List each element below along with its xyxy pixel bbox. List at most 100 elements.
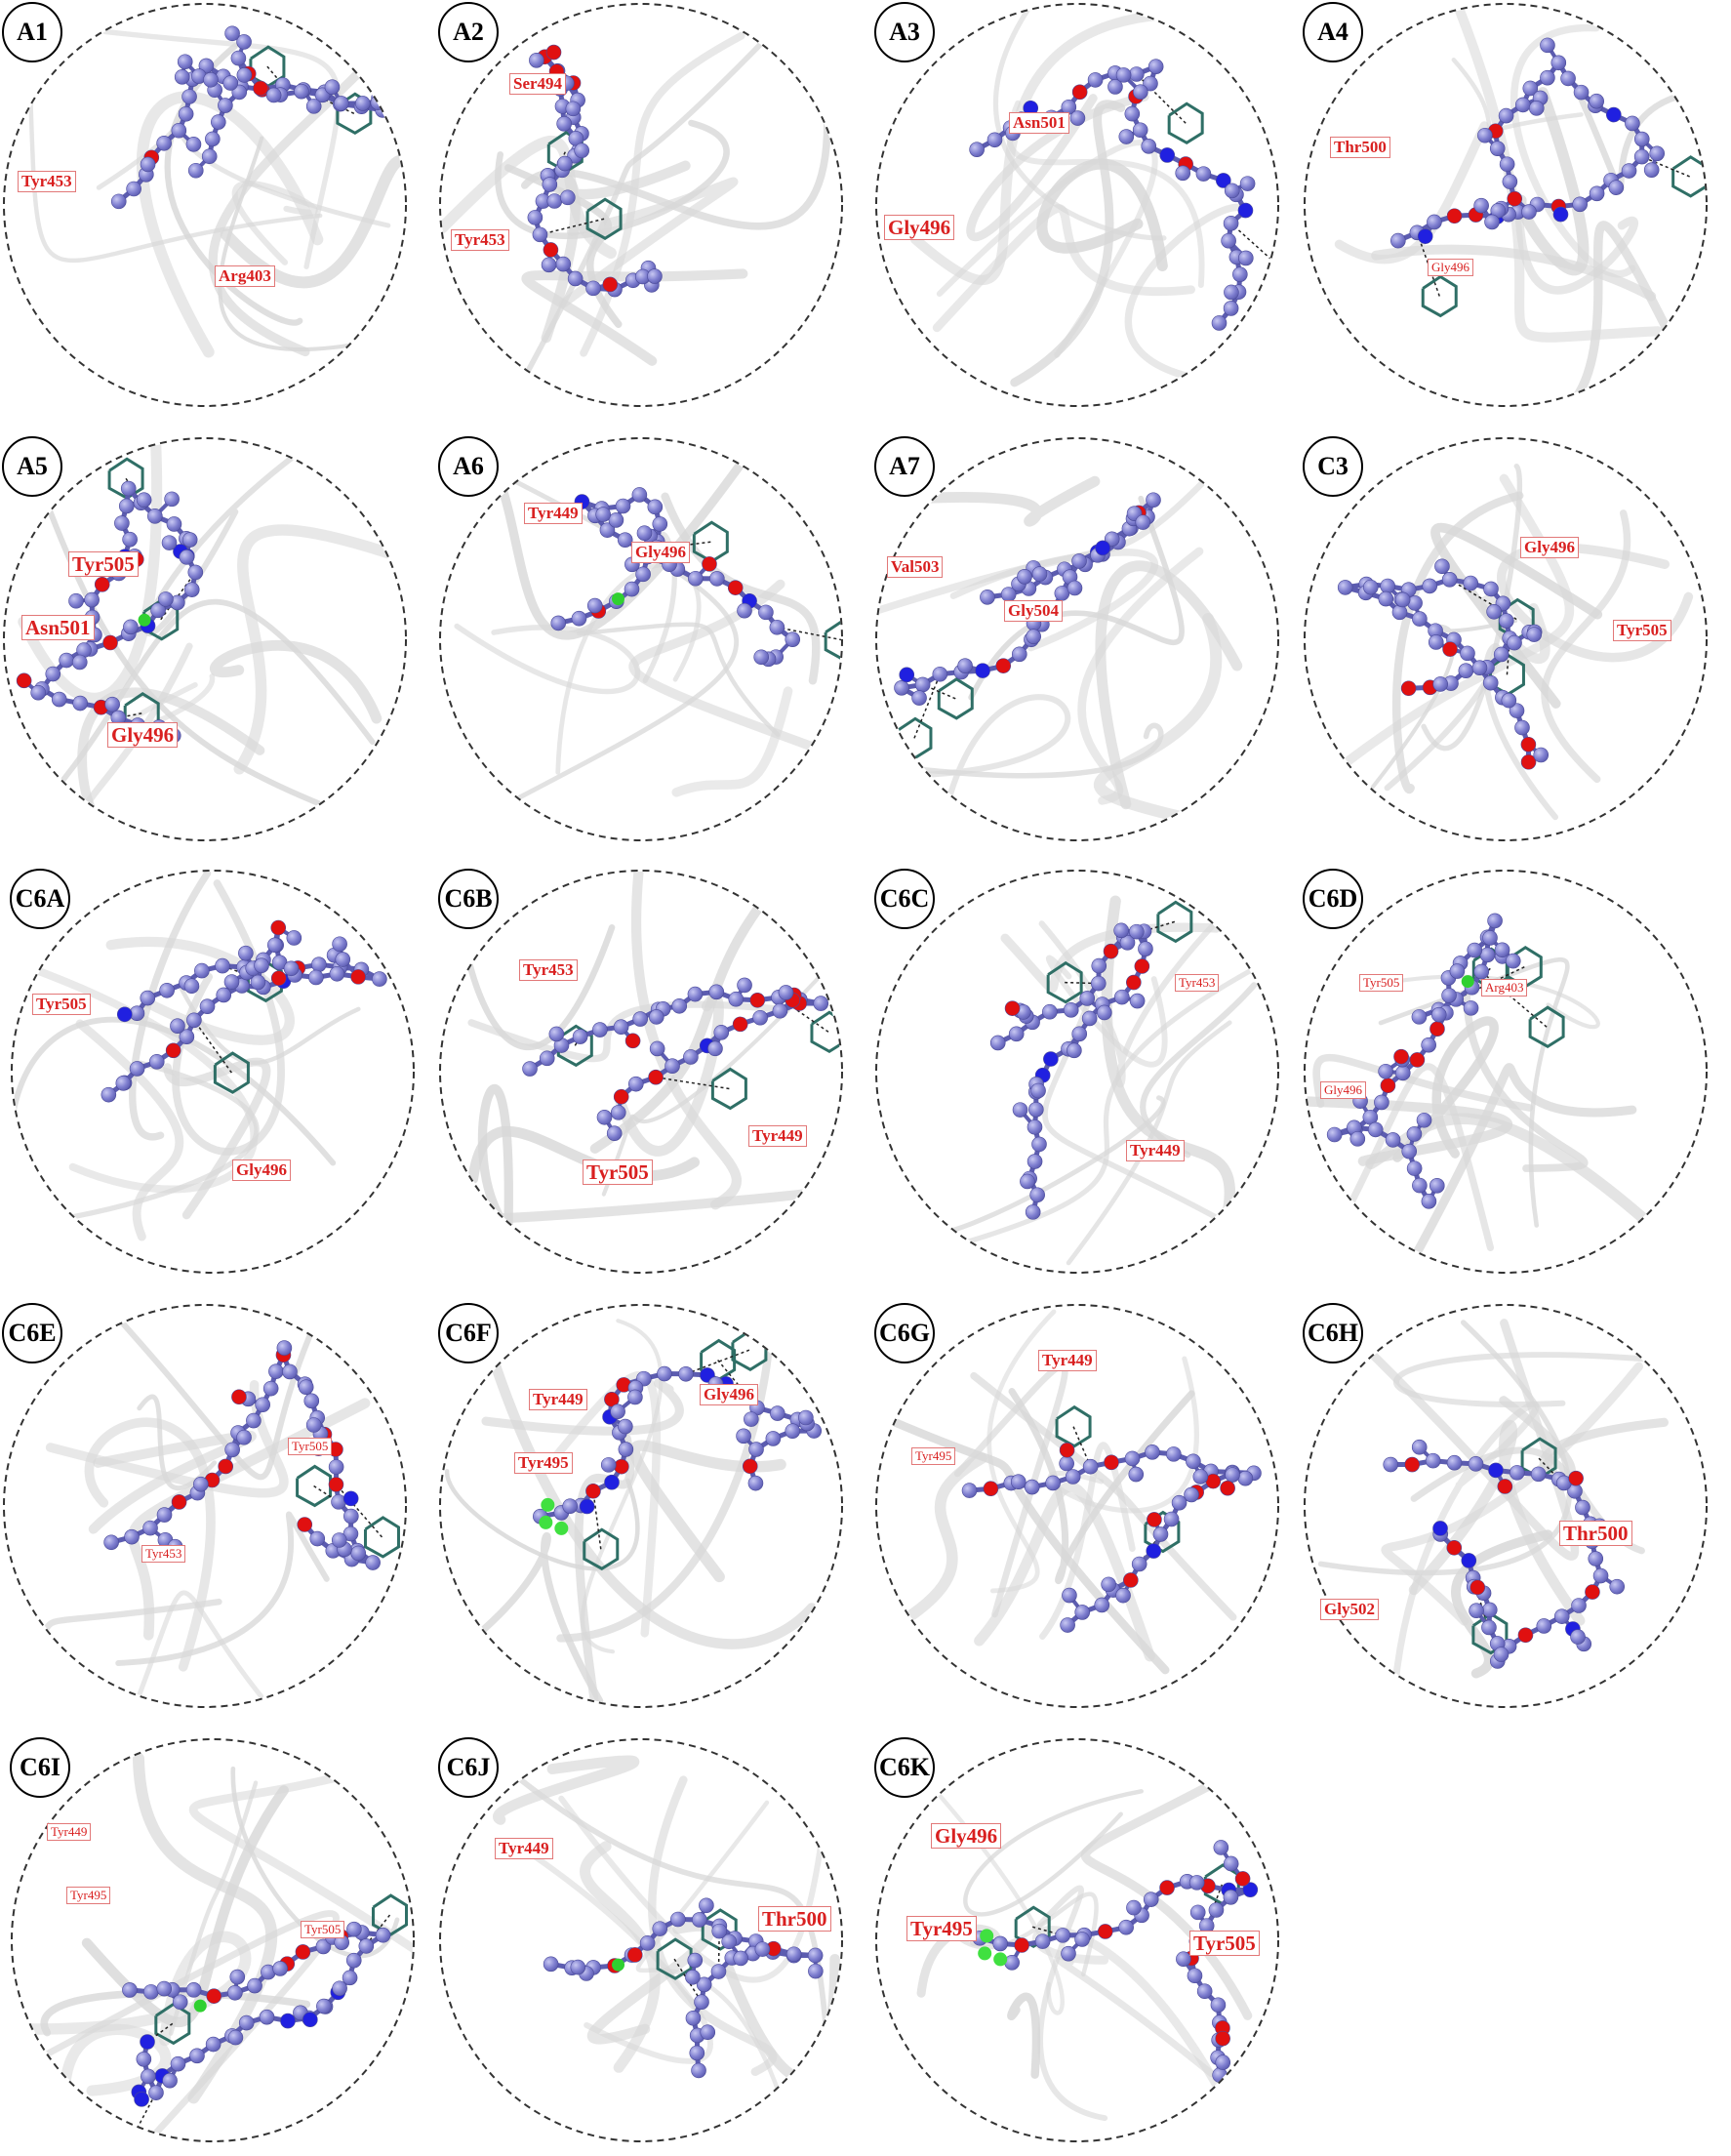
ligand-fluorine-atom [539, 1515, 553, 1529]
protein-ribbon [13, 1016, 337, 1166]
ligand-carbon-atom [1132, 122, 1148, 139]
ligand-carbon-atom [752, 1009, 768, 1026]
ligand-carbon-atom [1633, 148, 1650, 165]
protein-ribbon [877, 694, 1071, 805]
residue-tyr449-sticks [1144, 1510, 1181, 1554]
protein-ribbon [558, 1761, 834, 1983]
ligand-carbon-atom [222, 75, 239, 91]
ligand-carbon-atom [45, 666, 61, 682]
ligand-carbon-atom [1225, 1467, 1240, 1483]
ligand-carbon-atom [1468, 1456, 1484, 1472]
hydrogen-bond [193, 1019, 232, 1074]
ligand-oxygen-atom [1400, 680, 1417, 697]
ligand-carbon-atom [1473, 197, 1489, 214]
ligand-carbon-atom [1184, 1486, 1199, 1503]
ligand-oxygen-atom [1071, 84, 1088, 101]
ligand-carbon-atom [1079, 991, 1096, 1006]
panel-label: C6B [438, 869, 499, 929]
ligand-carbon-atom [161, 535, 178, 550]
ligand-carbon-atom [272, 1961, 288, 1976]
ligand-carbon-atom [1171, 1494, 1188, 1511]
ligand-carbon-atom [737, 602, 752, 619]
ligand-chlorine-atom [612, 592, 625, 606]
ligand-carbon-atom [187, 162, 204, 179]
ligand-carbon-atom [59, 652, 74, 669]
ligand-oxygen-atom [602, 276, 619, 293]
protein-ribbon [541, 160, 691, 344]
residue-label-val503: Val503 [887, 556, 944, 578]
residue-label-tyr505: Tyr505 [583, 1159, 653, 1185]
ligand-carbon-atom [1141, 139, 1157, 154]
ligand-carbon-atom [1441, 988, 1457, 1003]
protein-ribbon [441, 135, 617, 260]
ligand-carbon-atom [30, 684, 46, 701]
ligand-carbon-atom [1011, 646, 1027, 663]
ligand-carbon-atom [1118, 129, 1135, 144]
hydrogen-bond [717, 1360, 758, 1408]
ligand-carbon-atom [532, 226, 548, 243]
residue-label-tyr505: Tyr505 [1359, 974, 1404, 992]
protein-ribbon [932, 204, 1196, 333]
ligand-carbon-atom [282, 1363, 298, 1380]
ligand-carbon-atom [770, 1405, 785, 1421]
ligand-carbon-atom [331, 1532, 347, 1548]
ligand-carbon-atom [747, 1475, 764, 1491]
docking-pose-a6 [439, 437, 843, 841]
ligand-carbon-atom [122, 1982, 138, 1998]
ligand-carbon-atom [1412, 1177, 1428, 1194]
ligand-carbon-atom [332, 1980, 347, 1997]
ligand-carbon-atom [171, 122, 187, 139]
ligand-carbon-atom [769, 619, 785, 635]
ligand-carbon-atom [649, 1040, 665, 1057]
ligand-nitrogen-atom [1242, 1882, 1259, 1897]
protein-ribbon [27, 69, 323, 264]
protein-ribbon [132, 1752, 278, 2104]
ligand-carbon-atom [683, 1049, 699, 1065]
ligand-carbon-atom [1411, 1009, 1428, 1025]
ligand-carbon-atom [1421, 1037, 1436, 1053]
ligand-carbon-atom [1094, 1597, 1110, 1613]
residue-label-tyr505: Tyr505 [32, 994, 91, 1015]
ligand-carbon-atom [247, 1977, 262, 1994]
ligand-carbon-atom [1010, 1474, 1027, 1490]
panel-dashed-border [439, 870, 843, 1274]
ligand-carbon-atom [1505, 953, 1521, 969]
ligand-carbon-atom [733, 1950, 749, 1967]
ligand-carbon-atom [1028, 1102, 1044, 1118]
ligand-carbon-atom [203, 71, 219, 88]
residue-gly496-sticks [583, 1527, 620, 1570]
ligand-nitrogen-atom [116, 1006, 133, 1023]
ligand-carbon-atom [1502, 174, 1518, 189]
panel-label: C6D [1303, 869, 1363, 929]
ligand-carbon-atom [120, 480, 137, 497]
ligand-carbon-atom [1223, 216, 1239, 231]
ligand-carbon-atom [1514, 719, 1530, 736]
ligand-carbon-atom [1087, 72, 1104, 88]
ligand-carbon-atom [1477, 127, 1493, 143]
ligand-carbon-atom [124, 1528, 140, 1545]
hydrogen-bond [125, 2092, 157, 2140]
ligand-carbon-atom [1427, 214, 1442, 230]
ligand-carbon-atom [186, 1012, 202, 1029]
ligand-oxygen-atom [614, 1458, 629, 1475]
ligand-carbon-atom [1649, 145, 1665, 162]
ligand-carbon-atom [1074, 1932, 1090, 1947]
protein-ribbon [497, 1760, 833, 2074]
ligand-carbon-atom [177, 54, 193, 70]
ligand-carbon-atom [148, 2085, 164, 2100]
ligand-carbon-atom [1031, 1136, 1047, 1153]
protein-ribbon [1077, 547, 1204, 805]
ligand-oxygen-atom [742, 1458, 758, 1475]
ligand-oxygen-atom [1429, 1021, 1445, 1037]
ligand-carbon-atom [355, 96, 371, 111]
ligand-carbon-atom [989, 1035, 1006, 1051]
ligand-carbon-atom [1560, 70, 1576, 87]
residue-arg403-sticks [336, 92, 373, 136]
ligand-carbon-atom [1020, 1173, 1035, 1190]
ligand-nitrogen-atom [975, 663, 990, 678]
ligand-carbon-atom [156, 135, 172, 151]
ligand-carbon-atom [1186, 1453, 1201, 1470]
residue-label-tyr449: Tyr449 [1038, 1350, 1097, 1371]
ligand-carbon-atom [765, 1431, 782, 1446]
ligand-carbon-atom [254, 957, 269, 973]
